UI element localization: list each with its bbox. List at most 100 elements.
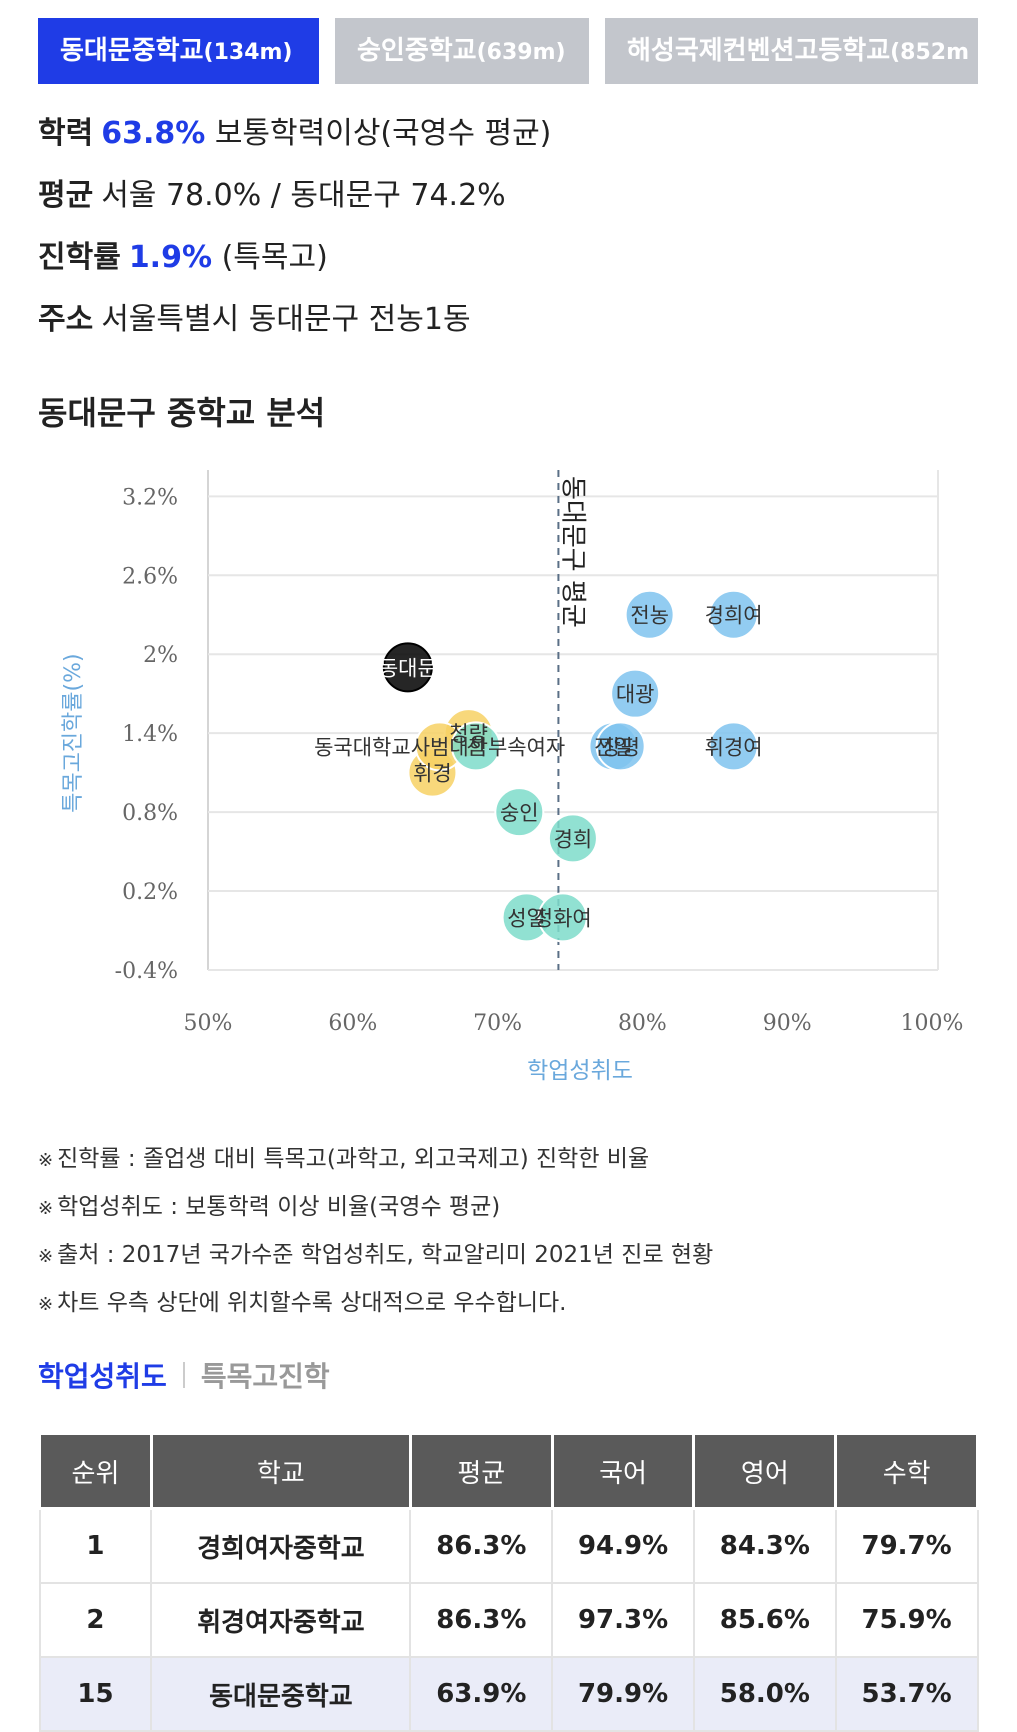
address-row: 주소 서울특별시 동대문구 전농1동 — [38, 294, 551, 356]
address-key: 주소 — [38, 302, 94, 337]
cell-school: 휘경여자중학교 — [150, 1582, 412, 1658]
y-tick-label: 0.2% — [122, 880, 178, 905]
achievement-key: 학력 — [38, 116, 94, 151]
subtab-special-high[interactable]: 특목고진학 — [200, 1360, 330, 1393]
data-point — [494, 787, 545, 838]
note-text: 학업성취도 : 보통학력 이상 비율(국영수 평균) — [57, 1194, 501, 1220]
cell-average: 86.3% — [409, 1582, 554, 1658]
note-text: 차트 우측 상단에 위치할수록 상대적으로 우수합니다. — [57, 1290, 567, 1316]
advance-row: 진학률 1.9% (특목고) — [38, 232, 551, 294]
cell-math: 75.9% — [834, 1582, 979, 1658]
data-point-label: 휘경 — [413, 762, 452, 786]
table-row[interactable]: 2 휘경여자중학교 86.3% 97.3% 85.6% 75.9% — [38, 1582, 979, 1658]
data-point — [595, 721, 646, 772]
header-math: 수학 — [834, 1432, 979, 1510]
cell-math: 53.7% — [834, 1656, 979, 1732]
data-point-label: 경희 — [554, 827, 593, 851]
subtab-achievement[interactable]: 학업성취도 — [38, 1360, 167, 1393]
x-axis-label: 학업성취도 — [527, 1058, 633, 1084]
tab-school-3[interactable]: 해성국제컨벤션고등학교(852m — [605, 18, 978, 84]
data-point-label: 신 — [466, 735, 485, 759]
note-1: ※ 진학률 : 졸업생 대비 특목고(과학고, 외고국제고) 진학한 비율 — [38, 1135, 713, 1183]
address-value: 서울특별시 동대문구 전농1동 — [101, 302, 471, 337]
advance-key: 진학률 — [38, 240, 121, 275]
note-text: 진학률 : 졸업생 대비 특목고(과학고, 외고국제고) 진학한 비율 — [57, 1146, 650, 1172]
x-tick-label: 80% — [618, 1011, 667, 1036]
tab-school-1-distance: (134m) — [203, 40, 293, 65]
x-tick-label: 50% — [184, 1011, 233, 1036]
tab-school-3-name: 해성국제컨벤션고등학교 — [627, 36, 891, 66]
cell-math: 79.7% — [834, 1507, 979, 1584]
notes: ※ 진학률 : 졸업생 대비 특목고(과학고, 외고국제고) 진학한 비율 ※ 학업… — [38, 1135, 713, 1327]
cell-english: 85.6% — [692, 1582, 837, 1658]
y-tick-label: 3.2% — [122, 485, 178, 510]
note-2: ※ 학업성취도 : 보통학력 이상 비율(국영수 평균) — [38, 1183, 713, 1231]
note-mark: ※ — [38, 1246, 54, 1267]
header-rank: 순위 — [38, 1432, 153, 1510]
cell-rank: 1 — [38, 1507, 153, 1584]
advance-desc: (특목고) — [221, 240, 328, 275]
average-value: 서울 78.0% / 동대문구 74.2% — [101, 178, 506, 213]
cell-korean: 79.9% — [551, 1656, 695, 1732]
data-point-label: 전농 — [630, 604, 669, 628]
note-text: 출처 : 2017년 국가수준 학업성취도, 학교알리미 2021년 진로 현황 — [57, 1242, 714, 1268]
table-row[interactable]: 1 경희여자중학교 86.3% 94.9% 84.3% 79.7% — [38, 1507, 979, 1584]
scatter-chart: 3.2% 2.6% 2% 1.4% 0.8% 0.2% -0.4% 50% 60% 70% 80% 9… — [40, 460, 970, 1104]
table-header-row: 순위 학교 평균 국어 영어 수학 — [38, 1432, 979, 1510]
y-tick-label: 2% — [143, 643, 178, 668]
y-tick-label: -0.4% — [115, 959, 178, 984]
x-tick-label: 90% — [763, 1011, 812, 1036]
cell-english: 84.3% — [692, 1507, 837, 1584]
data-point-label: 전일 — [594, 735, 633, 759]
header-korean: 국어 — [550, 1432, 696, 1510]
data-point — [537, 892, 588, 943]
x-tick-label: 60% — [328, 1011, 377, 1036]
data-point-label: 동대문 — [379, 656, 437, 680]
data-point-label: 장평 — [601, 735, 640, 759]
cell-rank: 2 — [38, 1582, 153, 1658]
district-average-label: 동대문구 평균 — [557, 476, 587, 628]
cell-korean: 94.9% — [551, 1507, 695, 1584]
data-point — [624, 589, 675, 640]
note-mark: ※ — [38, 1150, 54, 1171]
data-point — [708, 721, 759, 772]
x-tick-label: 100% — [901, 1011, 964, 1036]
tab-school-1-name: 동대문중학교 — [60, 36, 204, 66]
cell-rank: 15 — [38, 1656, 153, 1732]
data-point — [610, 668, 661, 719]
tab-school-2[interactable]: 숭인중학교(639m) — [335, 18, 589, 84]
data-point — [450, 721, 501, 772]
section-title: 동대문구 중학교 분석 — [38, 394, 326, 432]
tab-school-2-distance: (639m) — [476, 40, 566, 65]
chart-svg: 3.2% 2.6% 2% 1.4% 0.8% 0.2% -0.4% 50% 60% 70% 80% 9… — [61, 470, 964, 1084]
school-info: 학력 63.8% 보통학력이상(국영수 평균) 평균 서울 78.0% / 동대문구… — [38, 108, 551, 356]
x-tick-label: 70% — [473, 1011, 522, 1036]
data-point — [547, 813, 598, 864]
data-point-label: 청량 — [449, 722, 488, 746]
header-school: 학교 — [149, 1432, 412, 1510]
achievement-value: 63.8% — [101, 116, 206, 151]
tab-school-1[interactable]: 동대문중학교(134m) — [38, 18, 319, 84]
cell-korean: 97.3% — [551, 1582, 695, 1658]
data-point — [382, 642, 433, 693]
data-point-label: 경희여 — [705, 604, 763, 628]
achievement-desc: 보통학력이상(국영수 평균) — [214, 116, 552, 151]
data-point-label: 휘경여 — [705, 735, 763, 759]
note-4: ※ 차트 우측 상단에 위치할수록 상대적으로 우수합니다. — [38, 1279, 713, 1327]
note-mark: ※ — [38, 1294, 54, 1315]
data-point-label: 정화여 — [534, 906, 592, 930]
cell-school: 동대문중학교 — [150, 1656, 412, 1732]
ranking-subtabs: 학업성취도 특목고진학 — [38, 1355, 330, 1395]
y-tick-label: 2.6% — [122, 564, 178, 589]
note-mark: ※ — [38, 1198, 54, 1219]
data-point-label: 대광 — [616, 683, 655, 707]
tab-school-2-name: 숭인중학교 — [357, 36, 477, 66]
average-row: 평균 서울 78.0% / 동대문구 74.2% — [38, 170, 551, 232]
header-average: 평균 — [408, 1432, 554, 1510]
data-point-label: 동국대학교사범대학부속여자 — [314, 735, 565, 759]
table-row-current-school[interactable]: 15 동대문중학교 63.9% 79.9% 58.0% 53.7% — [38, 1656, 979, 1732]
subtab-divider — [182, 1362, 185, 1388]
achievement-row: 학력 63.8% 보통학력이상(국영수 평균) — [38, 108, 551, 170]
cell-school: 경희여자중학교 — [150, 1507, 412, 1584]
data-point-label: 숭인 — [500, 801, 539, 825]
